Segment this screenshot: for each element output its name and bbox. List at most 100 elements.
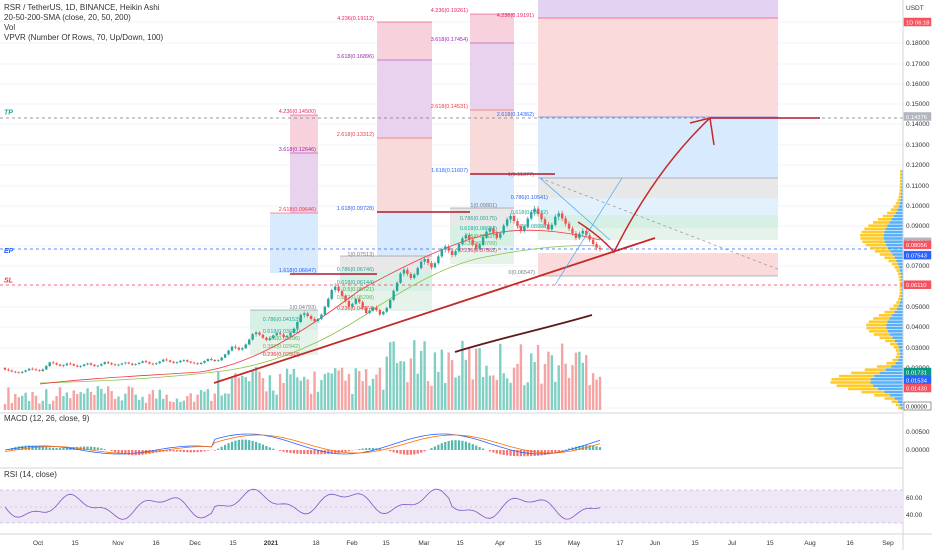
volume-legend: Vol bbox=[4, 23, 15, 32]
volume-profile-row bbox=[866, 324, 886, 327]
price-badge: 0.14376 bbox=[904, 112, 931, 120]
volume-profile-row bbox=[898, 196, 901, 199]
time-tick: 2021 bbox=[264, 540, 279, 547]
volume-profile-row bbox=[899, 295, 901, 298]
rsi-legend: RSI (14, close) bbox=[4, 470, 57, 479]
macd-histogram-bar bbox=[362, 449, 364, 450]
volume-bar bbox=[190, 393, 192, 410]
volume-bar bbox=[595, 380, 597, 410]
volume-bar bbox=[69, 398, 71, 410]
volume-bar bbox=[272, 390, 274, 410]
price-tick: 0.03000 bbox=[906, 345, 930, 352]
volume-bar bbox=[461, 341, 463, 410]
volume-profile-row bbox=[898, 359, 903, 362]
volume-bar bbox=[558, 365, 560, 410]
macd-histogram-bar bbox=[25, 446, 27, 450]
volume-profile-row bbox=[873, 317, 889, 320]
volume-bar bbox=[588, 385, 590, 410]
volume-profile-row bbox=[892, 336, 903, 339]
price-badge: 0.01731 bbox=[904, 368, 931, 376]
volume-profile-row bbox=[894, 346, 899, 349]
volume-bar bbox=[478, 348, 480, 410]
volume-bar bbox=[148, 394, 150, 410]
quote-unit: USDT bbox=[906, 5, 924, 12]
volume-bar bbox=[176, 399, 178, 410]
price-badge: 0.07543 bbox=[904, 251, 931, 259]
volume-bar bbox=[351, 394, 353, 410]
svg-text:0.01534: 0.01534 bbox=[906, 378, 928, 384]
macd-histogram-bar bbox=[496, 450, 498, 454]
macd-histogram-bar bbox=[241, 440, 243, 450]
macd-histogram-bar bbox=[410, 450, 412, 455]
volume-bar bbox=[392, 341, 394, 410]
volume-profile-row bbox=[890, 250, 903, 253]
volume-bar bbox=[93, 395, 95, 410]
macd-tick: 0.00000 bbox=[906, 447, 930, 454]
volume-bar bbox=[361, 381, 363, 410]
time-tick: May bbox=[568, 540, 581, 547]
macd-histogram-bar bbox=[468, 443, 470, 450]
level-tag-tp: TP bbox=[4, 109, 13, 116]
price-tick: 0.04000 bbox=[906, 324, 930, 331]
volume-profile-row bbox=[900, 288, 902, 291]
price-tick: 0.17000 bbox=[906, 61, 930, 68]
fib-label: 4.236(0.14500) bbox=[279, 109, 316, 115]
candle bbox=[327, 297, 329, 308]
volume-profile-row bbox=[878, 218, 892, 221]
macd-histogram-bar bbox=[217, 449, 219, 450]
volume-bar bbox=[379, 368, 381, 410]
fib-zone bbox=[470, 43, 514, 110]
volume-profile-row bbox=[886, 362, 895, 365]
macd-histogram-bar bbox=[104, 449, 106, 450]
macd-histogram-bar bbox=[238, 440, 240, 450]
volume-profile-row bbox=[894, 215, 903, 218]
macd-histogram-bar bbox=[458, 440, 460, 450]
volume-profile-row bbox=[896, 356, 900, 359]
volume-bar bbox=[241, 376, 243, 410]
macd-histogram-bar bbox=[396, 450, 398, 453]
volume-profile-row bbox=[884, 391, 903, 394]
volume-profile-row bbox=[885, 397, 895, 400]
macd-histogram-bar bbox=[465, 442, 467, 450]
volume-profile-row bbox=[898, 298, 901, 301]
svg-text:0.06110: 0.06110 bbox=[906, 283, 927, 289]
volume-bar bbox=[568, 378, 570, 410]
volume-bar bbox=[582, 363, 584, 410]
volume-bar bbox=[258, 372, 260, 410]
volume-bar bbox=[42, 401, 44, 410]
macd-histogram-bar bbox=[365, 448, 367, 450]
macd-histogram-bar bbox=[506, 450, 508, 455]
time-tick: Jun bbox=[650, 540, 661, 547]
volume-bar bbox=[485, 366, 487, 410]
volume-profile-row bbox=[890, 394, 903, 397]
macd-histogram-bar bbox=[448, 441, 450, 450]
fib-label: 2.618(0.09646) bbox=[279, 207, 316, 213]
volume-bar bbox=[234, 373, 236, 410]
macd-histogram-bar bbox=[472, 444, 474, 450]
volume-profile-row bbox=[896, 269, 900, 272]
volume-bar bbox=[97, 386, 99, 410]
volume-profile-row bbox=[886, 244, 903, 247]
volume-bar bbox=[575, 353, 577, 410]
volume-profile-row bbox=[848, 388, 878, 391]
fib-zone bbox=[538, 18, 778, 117]
macd-histogram-bar bbox=[265, 446, 267, 450]
fib-label: 2.618(0.14531) bbox=[431, 104, 468, 110]
volume-bar bbox=[104, 394, 106, 410]
price-badge: 1D 06:18 bbox=[904, 18, 931, 26]
volume-bar bbox=[458, 376, 460, 410]
price-tick: 0.12000 bbox=[906, 162, 930, 169]
volume-bar bbox=[533, 362, 535, 410]
volume-bar bbox=[365, 369, 367, 410]
macd-histogram-bar bbox=[509, 450, 511, 456]
volume-bar bbox=[509, 383, 511, 410]
volume-profile-row bbox=[893, 253, 903, 256]
volume-bar bbox=[279, 374, 281, 410]
volume-bar bbox=[396, 363, 398, 410]
volume-profile-row bbox=[885, 311, 895, 314]
price-tick: 0.16000 bbox=[906, 81, 930, 88]
macd-histogram-bar bbox=[258, 443, 260, 450]
macd-histogram-bar bbox=[403, 450, 405, 455]
